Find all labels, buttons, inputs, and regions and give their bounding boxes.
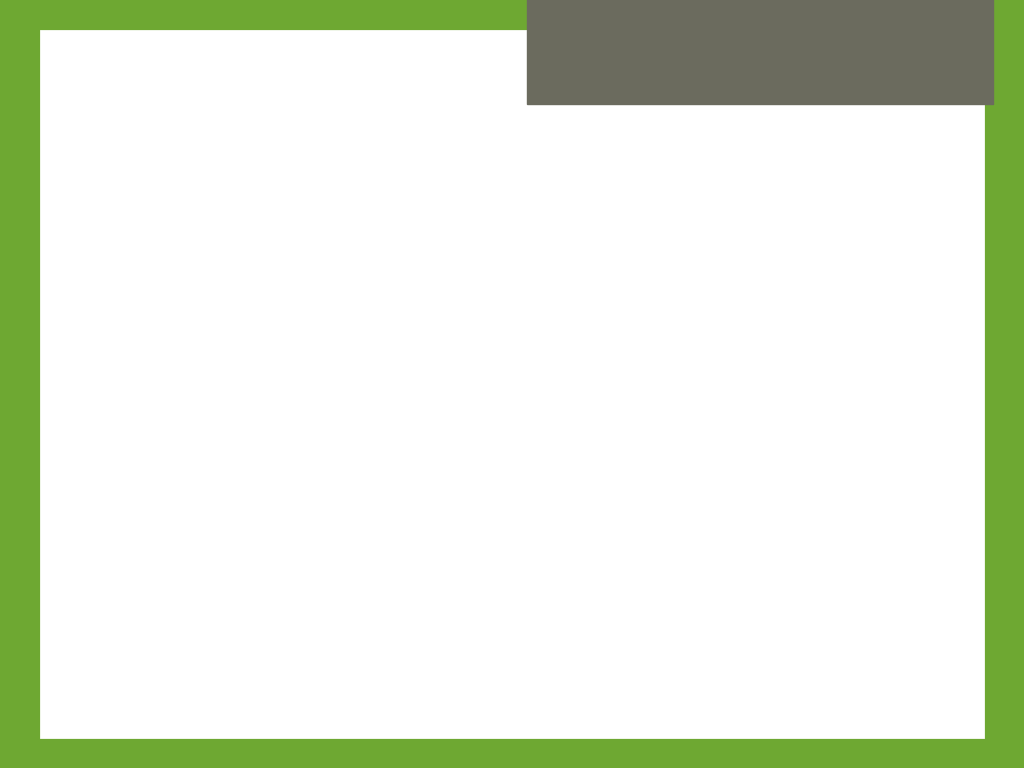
Text: H: H bbox=[544, 516, 562, 540]
Text: tetrahedral intermediate.: tetrahedral intermediate. bbox=[72, 200, 495, 233]
Polygon shape bbox=[426, 238, 466, 310]
Text: Mechanism of β-Lactam Drugs: Mechanism of β-Lactam Drugs bbox=[93, 74, 869, 124]
Text: S: S bbox=[697, 310, 710, 330]
Text: The hydroxyl attacks the amide and forms a: The hydroxyl attacks the amide and forms… bbox=[72, 161, 810, 194]
Text: COOH: COOH bbox=[691, 598, 750, 617]
Text: N: N bbox=[596, 448, 612, 468]
Text: OH: OH bbox=[379, 397, 410, 416]
Polygon shape bbox=[737, 386, 823, 429]
Text: Me: Me bbox=[848, 379, 877, 399]
Text: Me: Me bbox=[853, 442, 882, 460]
Polygon shape bbox=[598, 245, 621, 310]
Text: SER: SER bbox=[306, 514, 349, 533]
Text: O: O bbox=[381, 492, 397, 511]
Text: R: R bbox=[413, 217, 427, 237]
